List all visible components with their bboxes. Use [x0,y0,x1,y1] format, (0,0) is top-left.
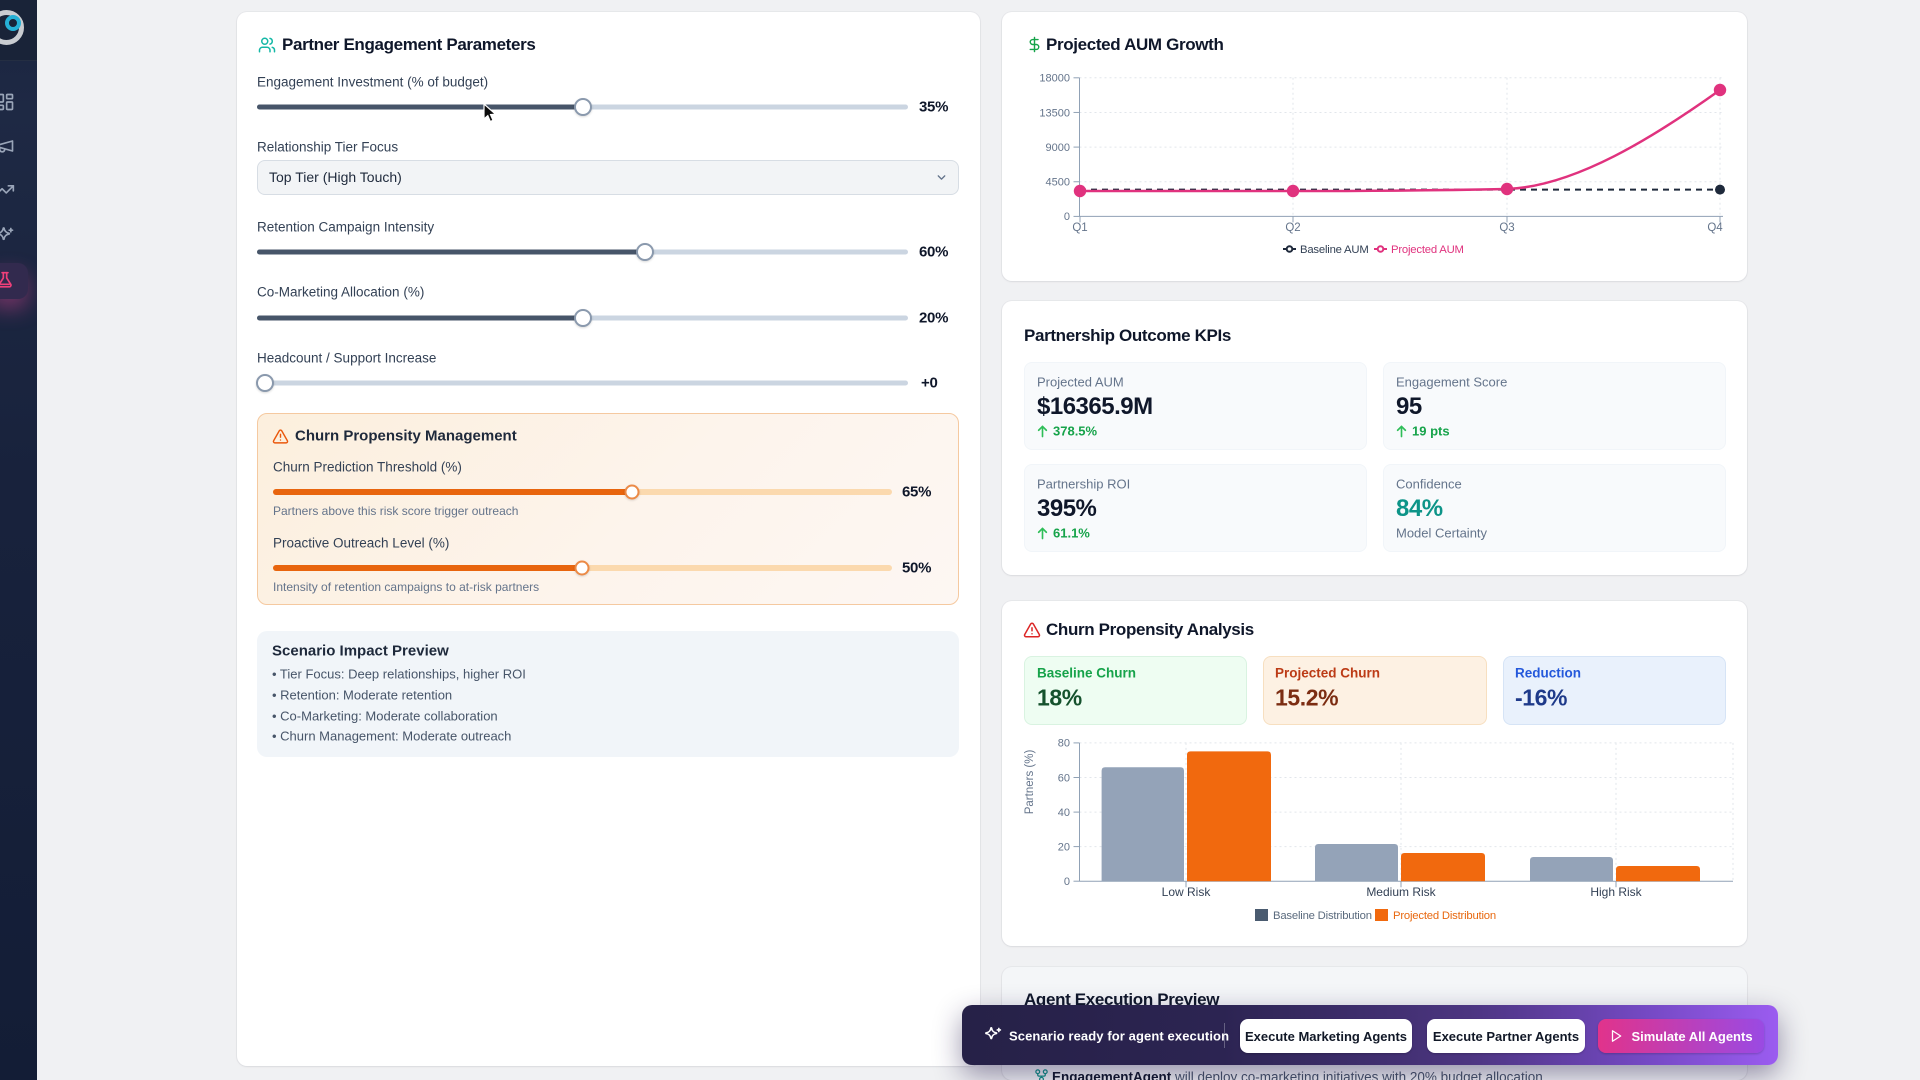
svg-text:13500: 13500 [1039,107,1070,119]
svg-text:Q4: Q4 [1707,222,1723,234]
svg-text:Projected AUM: Projected AUM [1391,244,1464,256]
svg-text:20: 20 [1058,841,1070,853]
svg-text:Baseline Distribution: Baseline Distribution [1273,910,1372,922]
svg-text:Q2: Q2 [1285,222,1300,234]
svg-text:Q1: Q1 [1072,222,1087,234]
svg-text:0: 0 [1064,876,1070,888]
svg-text:Partners (%): Partners (%) [1024,750,1036,815]
svg-text:Low Risk: Low Risk [1162,885,1212,899]
svg-text:80: 80 [1058,738,1070,750]
svg-text:18000: 18000 [1039,73,1070,85]
svg-text:0: 0 [1064,211,1070,223]
svg-text:9000: 9000 [1046,142,1070,154]
svg-text:High Risk: High Risk [1590,885,1642,899]
svg-text:4500: 4500 [1046,177,1070,189]
svg-text:Q3: Q3 [1499,222,1514,234]
svg-text:Medium Risk: Medium Risk [1366,885,1436,899]
svg-text:40: 40 [1058,807,1070,819]
svg-text:60: 60 [1058,772,1070,784]
svg-text:Projected Distribution: Projected Distribution [1393,910,1496,922]
svg-text:Baseline AUM: Baseline AUM [1300,244,1369,256]
